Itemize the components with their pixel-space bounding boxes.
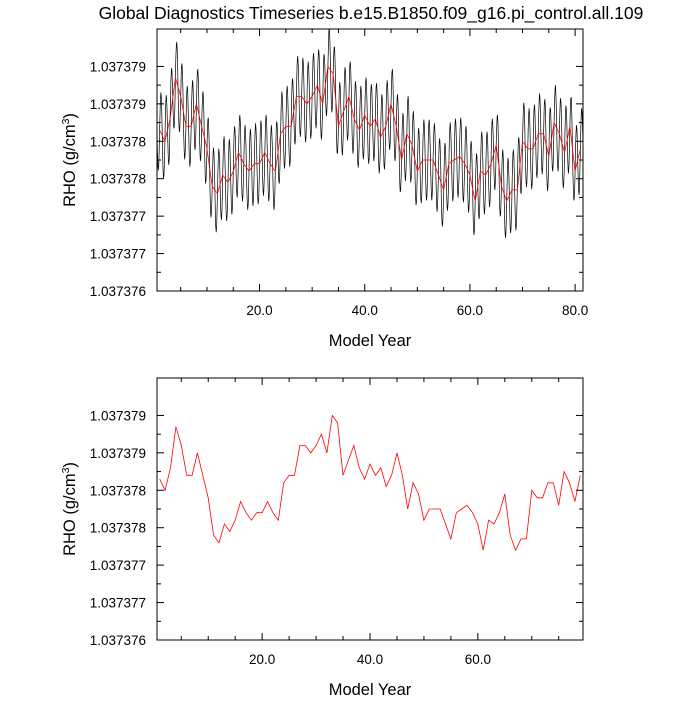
y-tick-label: 1.037379	[90, 408, 146, 423]
y-tick-label: 1.037376	[90, 633, 146, 648]
y-tick-label: 1.037378	[90, 172, 146, 187]
y-tick-label: 1.037378	[90, 483, 146, 498]
series-line-monthly	[157, 29, 583, 238]
x-tick-label: 60.0	[465, 652, 491, 667]
y-axis-label: RHO (g/cm3)	[60, 113, 79, 207]
y-tick-label: 1.037377	[90, 247, 146, 262]
x-tick-label: 40.0	[357, 652, 383, 667]
series-line-annual	[159, 414, 581, 552]
y-tick-label: 1.037376	[90, 284, 146, 299]
y-tick-label: 1.037379	[90, 59, 146, 74]
y-tick-label: 1.037379	[90, 97, 146, 112]
series-line-annual	[159, 65, 581, 203]
x-tick-label: 80.0	[562, 303, 588, 318]
y-axis-label: RHO (g/cm3)	[60, 462, 79, 556]
y-tick-label: 1.037378	[90, 134, 146, 149]
chart-title: Global Diagnostics Timeseries b.e15.B185…	[99, 3, 644, 24]
top-timeseries-panel: 20.0 40.0 60.0 80.0 1.037376 1.037377 1.037377…	[60, 28, 588, 350]
plot-frame	[156, 28, 584, 292]
y-tick-label: 1.037377	[90, 209, 146, 224]
y-tick-label: 1.037377	[90, 596, 146, 611]
x-axis-label: Model Year	[329, 332, 412, 350]
y-tick-label: 1.037378	[90, 521, 146, 536]
y-tick-label: 1.037379	[90, 446, 146, 461]
x-tick-label: 40.0	[352, 303, 378, 318]
x-axis-label: Model Year	[329, 681, 412, 699]
bottom-timeseries-panel: 20.0 40.0 60.0 1.037376 1.037377 1.037377 1.03…	[60, 377, 584, 699]
y-tick-label: 1.037377	[90, 558, 146, 573]
plot-frame	[156, 377, 584, 641]
x-tick-label: 20.0	[246, 303, 272, 318]
x-tick-label: 60.0	[457, 303, 483, 318]
x-tick-label: 20.0	[249, 652, 275, 667]
